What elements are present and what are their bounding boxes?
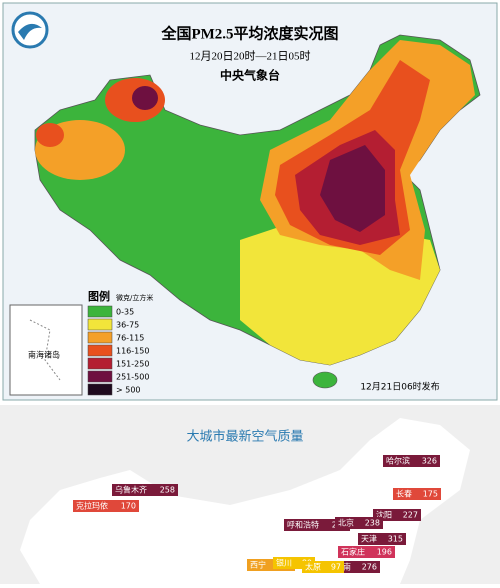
legend-swatch [87, 305, 113, 318]
city-tag [373, 509, 421, 521]
legend-label: 0-35 [116, 308, 134, 317]
city-name: 太原 [305, 562, 321, 572]
legend-label: 36-75 [116, 321, 139, 330]
zone [320, 145, 385, 232]
city-name: 长春 [396, 489, 412, 499]
legend-label: 251-500 [116, 373, 149, 382]
legend-swatch [87, 357, 113, 370]
city-value: 315 [388, 535, 403, 544]
city-tag [335, 517, 383, 529]
zone [132, 86, 158, 110]
logo-mark [18, 23, 42, 40]
city-name: 天津 [361, 534, 377, 544]
city-name: 呼和浩特 [287, 520, 319, 530]
legend-label: 116-150 [116, 347, 149, 356]
legend-swatch [87, 383, 113, 396]
city-value: 326 [422, 457, 437, 466]
title: 全国PM2.5平均浓度实况图 [160, 24, 338, 42]
legend-swatch [87, 331, 113, 344]
agency: 中央气象台 [220, 68, 280, 83]
city-tag [73, 500, 139, 512]
city-value: 170 [121, 502, 136, 511]
city-map [20, 418, 470, 584]
city-name: 银川 [276, 558, 292, 568]
city-tag [284, 519, 350, 531]
city-name: 克拉玛依 [76, 501, 108, 511]
release: 12月21日06时发布 [360, 381, 439, 393]
legend-title: 图例 [88, 289, 110, 303]
time: 12月20日20时—21日05时 [190, 50, 311, 63]
city-tag [383, 455, 440, 467]
city-tag [338, 546, 395, 558]
city-name: 哈尔滨 [386, 456, 410, 466]
inset-label: 南海诸岛 [28, 350, 60, 360]
city-tag [393, 488, 441, 500]
city-value: 258 [160, 486, 175, 495]
island [312, 371, 338, 389]
city-value: 227 [403, 511, 418, 520]
inset-box [9, 304, 83, 396]
city-name: 沈阳 [376, 510, 392, 520]
legend-label: 76-115 [116, 334, 144, 343]
legend-label: > 500 [116, 386, 141, 395]
city-value: 276 [362, 563, 377, 572]
city-value: 238 [365, 519, 380, 528]
city-tag [358, 533, 406, 545]
city-value: 196 [377, 548, 392, 557]
inset-line [29, 319, 61, 381]
panel-title: 大城市最新空气质量 [186, 429, 303, 445]
city-tag [112, 484, 178, 496]
city-value: 175 [423, 490, 438, 499]
legend-label: 151-250 [116, 360, 149, 369]
legend-swatch [87, 318, 113, 331]
legend-swatch [87, 344, 113, 357]
legend-unit: 微克/立方米 [116, 293, 153, 302]
city-name: 北京 [338, 518, 354, 528]
city-value: 97 [331, 563, 341, 572]
zone [36, 123, 64, 147]
legend-swatch [87, 370, 113, 383]
city-name: 西宁 [250, 560, 266, 570]
city-tag [302, 561, 344, 573]
city-name: 石家庄 [341, 547, 365, 557]
city-name: 乌鲁木齐 [115, 485, 147, 495]
